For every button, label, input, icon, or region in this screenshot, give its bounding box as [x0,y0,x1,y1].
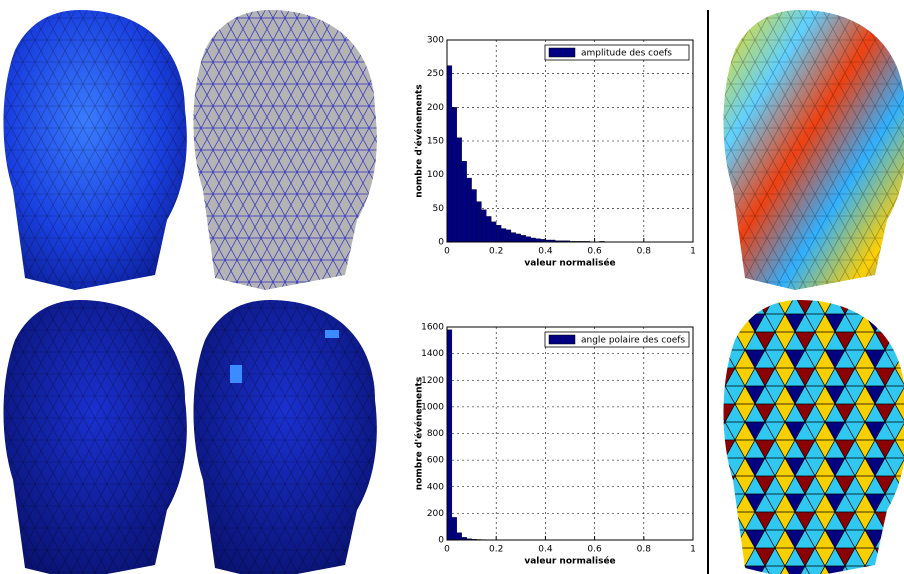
x-tick-label: 0 [444,247,450,257]
mesh-head [3,10,187,290]
axes-frame [446,39,694,243]
bar [476,201,482,243]
x-tick-label: 0.2 [489,247,503,257]
legend-box [544,44,690,61]
y-tick-label: 800 [427,429,444,439]
axes-frame [446,326,694,541]
mesh-head [723,300,904,574]
mesh-head [193,10,377,290]
bar [451,107,457,243]
bar [446,65,453,243]
legend-box [544,331,690,348]
x-tick-label: 1 [690,247,696,257]
bar [446,329,453,541]
legend-swatch [548,47,576,58]
y-tick-label: 250 [427,69,444,79]
x-tick-label: 0.4 [538,247,553,257]
y-tick-label: 50 [433,204,445,214]
legend-swatch [548,334,576,345]
bar [515,233,521,243]
bar [500,228,507,243]
bar [456,532,462,541]
bar [520,235,526,243]
x-tick-label: 0.4 [538,545,553,555]
x-axis-label: valeur normalisée [524,556,615,567]
y-tick-label: 0 [438,238,444,248]
bar [491,221,497,243]
y-axis-label: nombre d'événements [414,377,425,490]
x-tick-label: 0.6 [587,545,602,555]
legend-label: amplitude des coefs [581,49,672,59]
y-tick-label: 200 [427,103,444,113]
bar [535,238,541,243]
y-tick-label: 1400 [421,349,444,359]
y-tick-label: 1000 [421,402,444,412]
y-axis-label: nombre d'événements [414,84,425,197]
mesh-head [723,10,904,290]
y-tick-label: 0 [438,536,444,546]
bar [451,517,457,541]
bar [471,189,477,243]
x-tick-label: 0 [444,545,450,555]
bar [461,161,467,243]
y-tick-label: 300 [427,36,444,46]
y-tick-label: 200 [427,509,444,519]
mesh-head [193,300,377,574]
bar [496,225,502,243]
bar [456,137,462,243]
x-tick-label: 0.2 [489,545,503,555]
bar [505,229,512,243]
x-axis-label: valeur normalisée [524,258,615,269]
y-tick-label: 100 [427,170,444,180]
x-tick-label: 1 [690,545,696,555]
bar [481,209,487,243]
y-tick-label: 600 [427,456,444,466]
mesh-head [3,300,187,574]
x-tick-label: 0.6 [587,247,602,257]
bar [510,232,517,243]
y-tick-label: 1600 [421,323,444,333]
bar [466,177,472,243]
y-tick-label: 1200 [421,376,444,386]
bar [486,216,492,243]
y-tick-label: 150 [427,137,444,147]
x-tick-label: 0.8 [637,247,652,257]
bar [525,236,531,243]
legend-label: angle polaire des coefs [581,336,685,346]
x-tick-label: 0.8 [637,545,652,555]
y-tick-label: 400 [427,482,444,492]
bar [530,237,536,243]
